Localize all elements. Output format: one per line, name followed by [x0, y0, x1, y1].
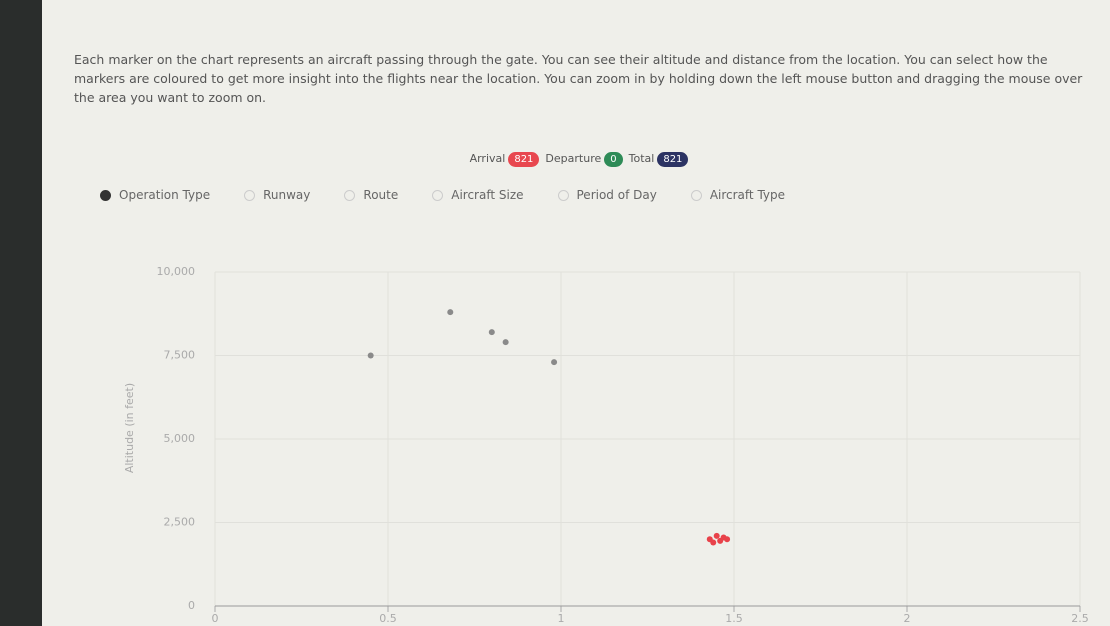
radio-dot[interactable]: [690, 189, 702, 201]
radio-dot[interactable]: [557, 189, 569, 201]
x-tick-label: 1: [558, 612, 565, 625]
chart: Altitude (in feet) 0 2,500 5,000 7,500 10,00…: [123, 265, 1089, 625]
x-tick-label: 2.5: [1071, 612, 1089, 625]
radio-label[interactable]: Aircraft Type: [709, 188, 786, 202]
badge-label: Departure: [545, 152, 602, 165]
marker: [710, 539, 717, 546]
color-by-options: Operation Type Runway Route Aircraft Size Pe…: [100, 188, 785, 202]
x-tick-label: 1.5: [725, 612, 743, 625]
page: Each marker on the chart represents an a…: [42, 0, 1110, 626]
marker: [447, 309, 454, 316]
y-tick-label: 2,500: [164, 516, 196, 529]
x-tick-label: 0.5: [379, 612, 397, 625]
radio-option[interactable]: Aircraft Size: [432, 188, 524, 202]
badge-count: 0: [604, 152, 623, 167]
radio-label[interactable]: Operation Type: [119, 188, 211, 202]
y-tick-label: 10,000: [157, 265, 196, 278]
radio-option[interactable]: Operation Type: [100, 188, 210, 202]
x-tick-label: 2: [904, 612, 911, 625]
marker: [488, 329, 495, 336]
y-tick-label: 7,500: [164, 349, 196, 362]
y-axis-label: Altitude (in feet): [123, 383, 136, 473]
radio-label[interactable]: Aircraft Size: [451, 188, 524, 202]
badge-label: Total: [628, 152, 655, 165]
radio-option[interactable]: Aircraft Type: [690, 188, 786, 202]
x-tick-label: 0: [212, 612, 219, 625]
marker: [724, 536, 731, 543]
radio-dot[interactable]: [432, 189, 444, 201]
radio-dot[interactable]: [344, 189, 356, 201]
badges: Arrival 821 Departure 0 Total 821: [42, 152, 1110, 167]
badge-count: 821: [657, 152, 689, 167]
radio-dot[interactable]: [244, 189, 256, 201]
badge-label: Arrival: [469, 152, 506, 165]
y-tick-label: 0: [188, 599, 195, 612]
radio-label[interactable]: Route: [363, 188, 399, 202]
radio-dot[interactable]: [100, 189, 111, 201]
radio-option[interactable]: Period of Day: [557, 188, 657, 202]
description: Each marker on the chart represents an a…: [74, 52, 1083, 105]
monitor-bezel: [0, 0, 42, 626]
radio-label[interactable]: Period of Day: [576, 188, 657, 202]
radio-option[interactable]: Route: [344, 188, 398, 202]
y-tick-label: 5,000: [164, 432, 196, 445]
badge-count: 821: [508, 152, 540, 167]
marker: [713, 532, 720, 539]
marker: [551, 359, 558, 366]
radio-option[interactable]: Runway: [244, 188, 310, 202]
marker: [367, 352, 374, 359]
radio-label[interactable]: Runway: [263, 188, 311, 202]
marker: [502, 339, 509, 346]
